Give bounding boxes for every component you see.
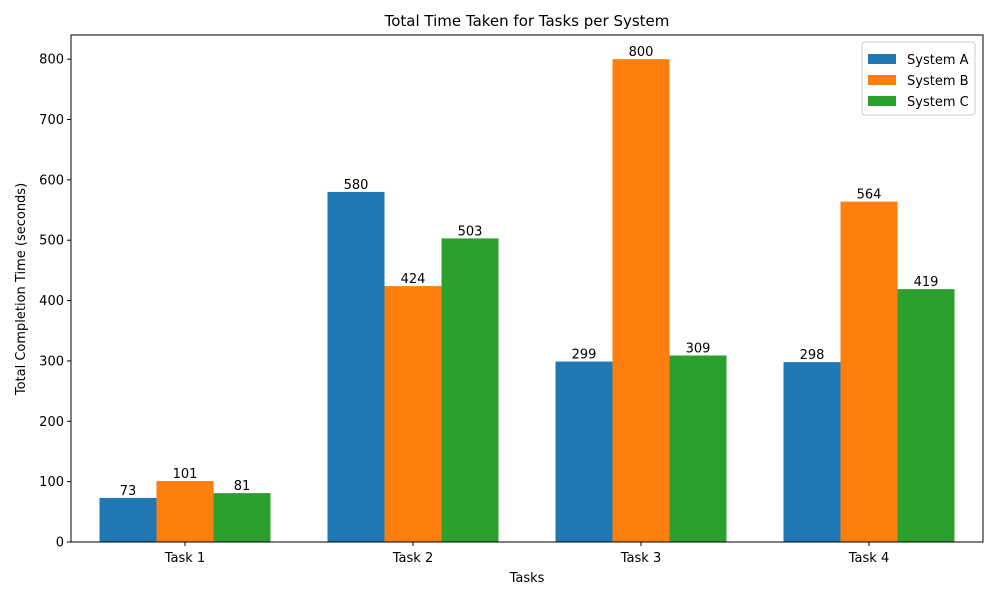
legend-swatch xyxy=(868,96,896,106)
data-label: 298 xyxy=(800,348,825,363)
y-tick-label: 300 xyxy=(39,354,64,369)
data-label: 73 xyxy=(120,484,137,499)
bar-system-b-task-3 xyxy=(612,59,670,542)
y-tick-label: 800 xyxy=(39,53,64,68)
data-label: 309 xyxy=(686,342,711,357)
bar-system-a-task-4 xyxy=(783,362,841,542)
x-tick-label: Task 3 xyxy=(620,551,661,566)
legend-label: System A xyxy=(907,53,969,68)
axes-layer: 0 100 200 300 400 500 600 700 800 Task 1 Task 2 Tas… xyxy=(39,34,984,566)
y-tick-label: 600 xyxy=(39,173,64,188)
value-labels-layer: 73 580 299 298 101 424 800 564 81 503 309 419 xyxy=(120,45,939,499)
y-tick-label: 700 xyxy=(39,113,64,128)
data-label: 424 xyxy=(401,272,426,287)
y-axis-label: Total Completion Time (seconds) xyxy=(14,183,29,396)
bars-layer xyxy=(99,59,955,542)
y-tick-label: 100 xyxy=(39,475,64,490)
bar-system-c-task-3 xyxy=(669,355,727,542)
legend-label: System B xyxy=(907,74,969,89)
legend-label: System C xyxy=(907,95,969,110)
bar-system-c-task-1 xyxy=(213,493,271,542)
bar-system-a-task-3 xyxy=(555,361,613,542)
x-axis-label: Tasks xyxy=(509,571,545,586)
data-label: 419 xyxy=(914,275,939,290)
data-label: 299 xyxy=(572,348,597,363)
bar-system-b-task-1 xyxy=(156,481,214,542)
x-tick-label: Task 1 xyxy=(164,551,205,566)
data-label: 800 xyxy=(629,45,654,60)
y-tick-label: 0 xyxy=(56,536,64,551)
data-label: 81 xyxy=(234,479,251,494)
y-tick-label: 200 xyxy=(39,415,64,430)
data-label: 564 xyxy=(857,188,882,203)
bar-system-c-task-2 xyxy=(441,238,499,542)
bar-system-a-task-2 xyxy=(327,191,385,542)
legend: System A System B System C xyxy=(861,41,976,116)
bar-system-b-task-2 xyxy=(384,286,442,542)
y-tick-label: 500 xyxy=(39,234,64,249)
plot-frame xyxy=(70,34,984,543)
bar-system-a-task-1 xyxy=(99,497,157,542)
chart-title: Total Time Taken for Tasks per System xyxy=(384,12,670,30)
bar-system-b-task-4 xyxy=(840,201,898,542)
legend-swatch xyxy=(868,54,896,64)
data-label: 580 xyxy=(344,178,369,193)
x-tick-label: Task 2 xyxy=(392,551,433,566)
y-tick-label: 400 xyxy=(39,294,64,309)
bar-system-c-task-4 xyxy=(897,289,955,542)
data-label: 101 xyxy=(173,467,198,482)
x-tick-label: Task 4 xyxy=(848,551,889,566)
data-label: 503 xyxy=(458,224,483,239)
legend-swatch xyxy=(868,75,896,85)
